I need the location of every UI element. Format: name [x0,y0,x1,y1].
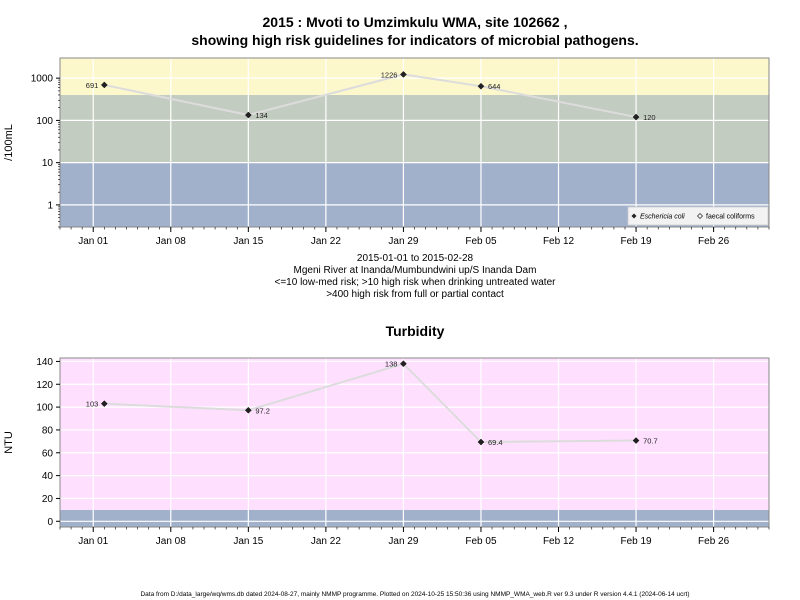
chart2-y-tick-label: 40 [42,471,54,482]
chart1-y-axis-label: /100mL [3,124,15,161]
chart2-x-tick-label: Jan 29 [388,536,418,547]
chart1-legend-faecal-label: faecal coliforms [706,214,755,221]
chart1-x-tick-label: Jan 08 [156,236,186,247]
chart1-caption-date-range: 2015-01-01 to 2015-02-28 [357,253,474,264]
chart2-x-tick-label: Jan 22 [311,536,341,547]
chart2-y-tick-label: 120 [36,380,53,391]
chart1-y-tick-label: 1000 [31,74,54,85]
chart2-y-tick-label: 20 [42,494,54,505]
chart1-data-point [244,111,252,119]
chart1-data-label: 134 [255,111,268,120]
chart1-risk-band-2 [60,94,769,163]
chart1-data-point [477,82,485,90]
chart1-data-label: 1226 [381,70,398,79]
chart1-x-tick-label: Feb 12 [543,236,575,247]
chart2-risk-band-1 [60,509,769,527]
chart1-legend-faecal-marker [697,213,703,219]
chart1-x-tick-label: Feb 26 [698,236,730,247]
chart2-data-point [244,406,252,414]
chart1-data-point [400,71,407,78]
chart1-title: 2015 : Mvoti to Umzimkulu WMA, site 1026… [263,14,568,30]
chart2-x-tick-label: Feb 05 [465,536,497,547]
chart1-caption-drinking-risk: <=10 low-med risk; >10 high risk when dr… [275,277,557,288]
chart2-title: Turbidity [386,323,445,339]
chart2-data-point [477,438,485,446]
chart2-data-label: 69.4 [488,438,503,447]
chart2-x-tick-label: Jan 15 [233,536,263,547]
chart1-plot-area: 1 10 100 1000 Jan 01 Jan 08 Jan 15 Jan 22 Jan 29… [3,57,770,247]
chart1-x-tick-label: Jan 01 [78,236,108,247]
chart1-x-tick-label: Jan 22 [311,236,341,247]
chart2-x-tick-label: Feb 26 [698,536,730,547]
chart2-data-point [400,360,407,368]
chart2-data-label: 97.2 [255,406,270,415]
chart2-data-point [632,437,640,444]
chart1-caption-contact-risk: >400 high risk from full or partial cont… [326,289,504,300]
chart2-y-tick-label: 100 [36,403,53,414]
chart2-y-tick-label: 140 [36,357,53,368]
chart1-legend-ecoli-label: Eschericia coli [640,214,685,221]
chart2-data-label: 138 [385,360,398,369]
chart1-data-label: 120 [643,113,656,122]
chart2-x-tick-label: Feb 12 [543,536,575,547]
chart2-x-tick-label: Jan 08 [156,536,186,547]
chart2-risk-band-2 [60,358,769,510]
chart1-title-line2: showing high risk guidelines for indicat… [191,32,638,48]
chart1-y-tick-label: 100 [36,116,53,127]
chart1-caption-site: Mgeni River at Inanda/Mumbundwini up/S I… [294,265,537,276]
chart2-y-tick-label: 80 [42,425,54,436]
chart1-x-tick-label: Feb 05 [465,236,497,247]
chart2-plot-area: 0 20 40 60 80 100 120 140 Jan 01 Jan 08 Jan 15 Jan … [3,357,770,547]
footer-note: Data from D:/data_large/wq/wms.db dated … [140,591,689,598]
chart1-legend-box [627,206,769,226]
chart2-data-label: 70.7 [643,437,658,446]
chart1-y-tick-label: 1 [47,200,53,211]
chart1-data-label: 691 [86,81,99,90]
chart2-y-tick-label: 0 [47,517,53,528]
chart2-y-axis-label: NTU [3,431,15,454]
chart2-data-point [100,400,108,408]
chart1-x-tick-label: Feb 19 [620,236,652,247]
chart2-x-tick-label: Jan 01 [78,536,108,547]
chart1-y-tick-label: 10 [42,158,54,169]
chart1-data-point [100,81,108,89]
chart1-data-point [632,113,640,121]
chart1-x-tick-label: Jan 29 [388,236,418,247]
chart1-data-label: 644 [488,82,501,91]
chart2-y-tick-label: 60 [42,448,54,459]
chart2-x-tick-label: Feb 19 [620,536,652,547]
chart1-x-tick-label: Jan 15 [233,236,263,247]
chart1-legend-ecoli-marker [631,213,637,219]
chart2-data-label: 103 [86,400,99,409]
